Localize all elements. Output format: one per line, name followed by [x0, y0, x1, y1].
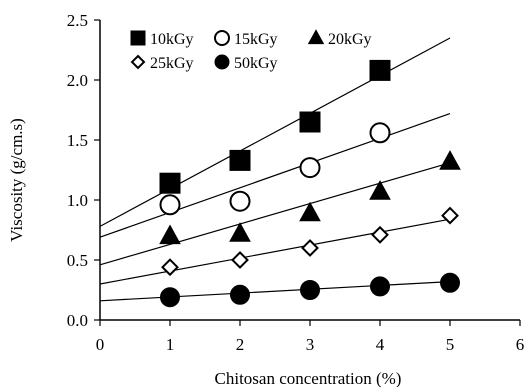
data-point [441, 206, 459, 225]
x-tick-label: 1 [166, 335, 175, 354]
legend-marker [307, 29, 325, 45]
trend-line [99, 37, 451, 227]
trend-line [99, 113, 451, 238]
legend-label: 10kGy [150, 31, 194, 48]
data-point [369, 180, 391, 200]
data-point [161, 258, 179, 277]
x-tick-label: 5 [446, 335, 455, 354]
data-point [160, 287, 180, 308]
data-point [230, 284, 250, 305]
data-point [301, 239, 319, 257]
legend-label: 20kGy [328, 31, 372, 48]
x-tick-label: 2 [236, 335, 245, 354]
data-point [159, 172, 181, 194]
axes: 0.0 0.5 1.0 1.5 2.0 2.5 0 1 2 3 4 5 6 [67, 11, 524, 354]
data-point [229, 222, 251, 242]
x-tick-label: 0 [96, 335, 105, 354]
legend-label: 25kGy [150, 55, 194, 72]
y-tick-label: 2.5 [67, 11, 88, 30]
legend-marker [130, 30, 146, 46]
data-point [299, 157, 321, 179]
x-axis-title: Chitosan concentration (%) [215, 369, 402, 387]
legend-marker [214, 54, 230, 70]
trend-line [99, 281, 451, 302]
data-point [229, 149, 251, 171]
data-point [229, 190, 251, 212]
data-point [231, 251, 249, 269]
trend-line [99, 218, 451, 285]
trend-line [99, 162, 451, 266]
data-point [369, 59, 391, 81]
legend-label: 15kGy [234, 31, 278, 48]
y-tick-label: 2.0 [67, 71, 88, 90]
trend-lines [99, 37, 451, 302]
data-point [369, 122, 391, 144]
x-tick-label: 6 [516, 335, 524, 354]
legend-marker [130, 54, 146, 70]
data-point [299, 201, 321, 222]
data-point [300, 280, 320, 300]
y-tick-label: 1.0 [67, 191, 88, 210]
data-point [439, 150, 461, 170]
data-point [370, 276, 390, 297]
data-point [159, 194, 181, 216]
y-tick-label: 0.5 [67, 251, 88, 270]
y-tick-label: 0.0 [67, 311, 88, 330]
legend: 10kGy 15kGy 20kGy 25kGy 50kGy [130, 29, 372, 72]
legend-label: 50kGy [234, 55, 278, 72]
y-tick-label: 1.5 [67, 131, 88, 150]
legend-marker [214, 30, 230, 46]
x-tick-label: 3 [306, 335, 315, 354]
x-tick-label: 4 [376, 335, 385, 354]
data-markers [159, 59, 461, 308]
data-point [440, 272, 460, 293]
y-axis-title: Viscosity (g/cm.s) [7, 118, 26, 242]
data-point [299, 111, 321, 133]
data-point [159, 224, 181, 245]
data-point [371, 225, 389, 244]
